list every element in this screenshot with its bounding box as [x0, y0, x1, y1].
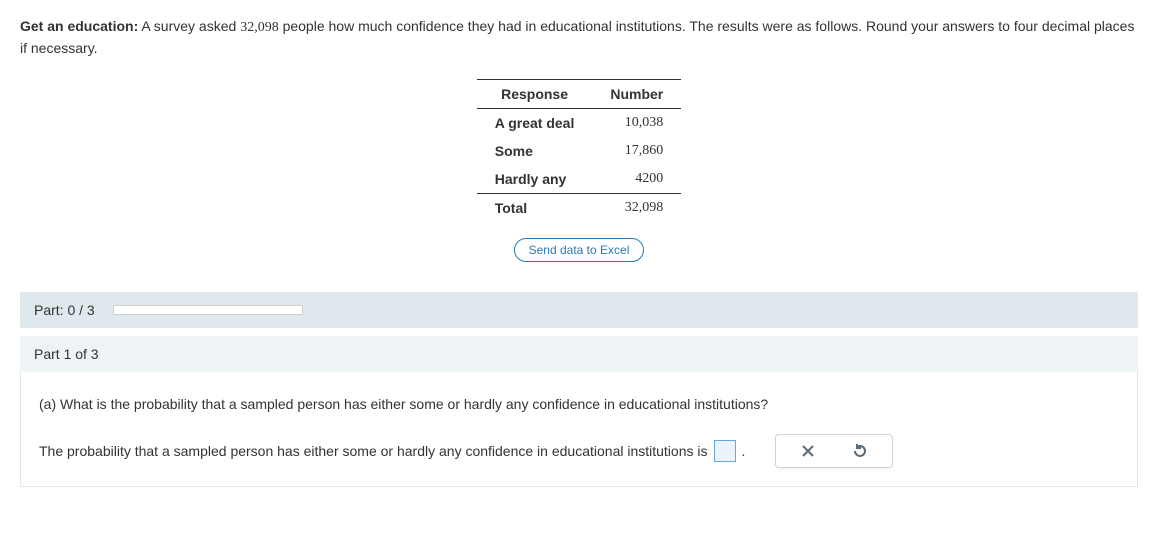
part-1-body: (a) What is the probability that a sampl…: [20, 372, 1138, 487]
table-row: A great deal 10,038: [477, 109, 682, 138]
answer-lead-text: The probability that a sampled person ha…: [39, 443, 708, 459]
clear-icon[interactable]: [800, 443, 816, 459]
col-header-number: Number: [592, 80, 681, 109]
problem-prompt: Get an education: A survey asked 32,098 …: [20, 16, 1138, 59]
cell-total-number: 32,098: [592, 194, 681, 223]
question-a: (a) What is the probability that a sampl…: [39, 396, 1119, 412]
part-progress-label: Part: 0 / 3: [34, 302, 95, 318]
answer-input[interactable]: [714, 440, 736, 462]
send-to-excel-button[interactable]: Send data to Excel: [514, 238, 645, 262]
part-progress-bar: Part: 0 / 3: [20, 292, 1138, 328]
table-row-total: Total 32,098: [477, 194, 682, 223]
cell-response: Some: [477, 137, 593, 165]
prompt-lead: Get an education:: [20, 18, 138, 34]
answer-period: .: [742, 443, 746, 459]
part-1-header: Part 1 of 3: [20, 336, 1138, 372]
data-table: Response Number A great deal 10,038 Some…: [477, 79, 682, 222]
cell-response: Hardly any: [477, 165, 593, 194]
prompt-text-1: A survey asked: [138, 18, 240, 34]
cell-number: 4200: [592, 165, 681, 194]
cell-response: A great deal: [477, 109, 593, 138]
table-row: Hardly any 4200: [477, 165, 682, 194]
answer-controls: [775, 434, 893, 468]
survey-count: 32,098: [240, 20, 279, 35]
cell-number: 17,860: [592, 137, 681, 165]
table-row: Some 17,860: [477, 137, 682, 165]
cell-total-label: Total: [477, 194, 593, 223]
progress-track: [113, 305, 303, 315]
col-header-response: Response: [477, 80, 593, 109]
reset-icon[interactable]: [852, 443, 868, 459]
cell-number: 10,038: [592, 109, 681, 138]
